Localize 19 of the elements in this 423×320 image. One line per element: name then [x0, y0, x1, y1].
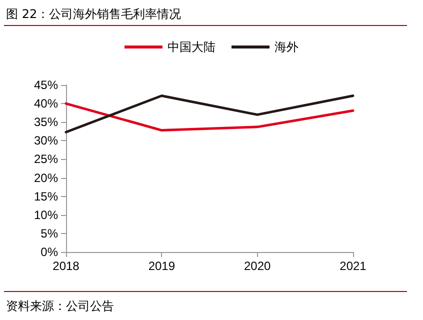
y-tick-label: 0%: [40, 245, 58, 259]
chart-title: 图 22：公司海外销售毛利率情况: [6, 6, 182, 23]
y-tick-label: 45%: [34, 78, 58, 92]
x-tick-label: 2019: [148, 259, 176, 273]
text: 资料来源：公司公告: [6, 298, 114, 315]
y-tick-label: 20%: [34, 170, 58, 185]
y-tick-label: 25%: [34, 152, 58, 166]
legend-label: 海外: [274, 40, 298, 54]
x-tick-label: 2020: [244, 259, 272, 273]
y-tick-label: 35%: [34, 115, 58, 130]
y-tick-label: 15%: [34, 189, 58, 204]
y-tick-label: 40%: [34, 96, 58, 111]
line-series: [64, 102, 354, 132]
y-tick-label: 5%: [40, 226, 58, 240]
x-tick-label: 2021: [340, 259, 367, 273]
x-tick-label: 2018: [52, 259, 80, 273]
legend-label: 中国大陆: [168, 40, 216, 54]
y-tick-label: 10%: [34, 208, 58, 222]
y-tick-label: 30%: [34, 134, 58, 148]
